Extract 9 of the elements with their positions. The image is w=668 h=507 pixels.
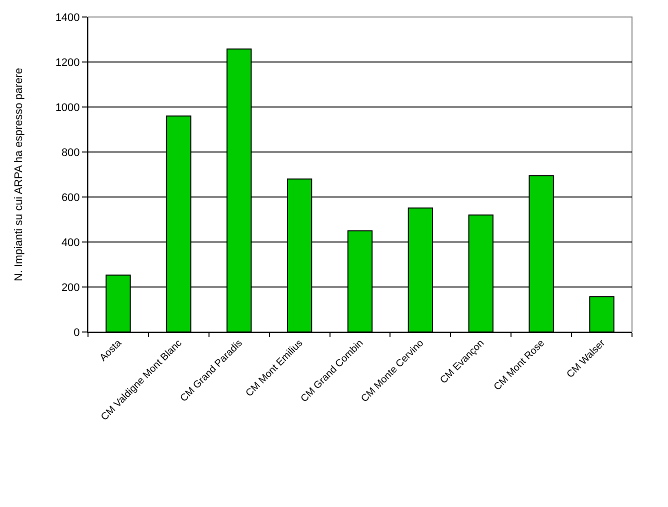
y-tick-label: 800 — [61, 146, 80, 159]
y-axis-title: N. Impianti su cui ARPA ha espresso parere — [12, 68, 25, 282]
y-tick-label: 200 — [61, 282, 80, 294]
y-tick-label: 1000 — [55, 102, 80, 114]
y-tick-label: 1400 — [55, 12, 80, 24]
y-tick-label: 0 — [74, 326, 80, 339]
y-tick-label: 1200 — [55, 56, 80, 69]
y-tick-label: 400 — [61, 236, 80, 249]
y-tick-label: 600 — [61, 192, 80, 204]
